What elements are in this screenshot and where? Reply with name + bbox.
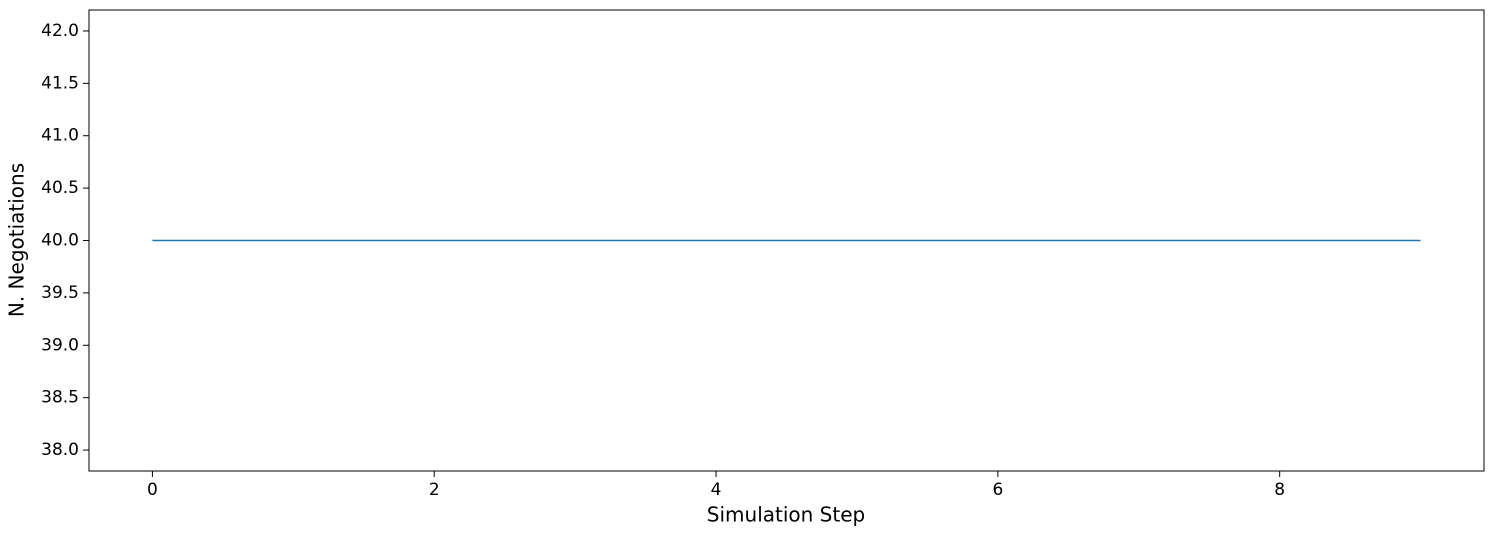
y-tick-label: 38.0 [41, 440, 79, 460]
x-tick-label: 0 [147, 480, 158, 500]
x-tick-label: 8 [1274, 480, 1285, 500]
x-tick-label: 6 [992, 480, 1003, 500]
y-tick-label: 40.5 [41, 178, 79, 198]
y-axis-label: N. Negotiations [5, 163, 29, 317]
x-axis-label: Simulation Step [707, 503, 865, 527]
plot-frame [88, 9, 1485, 472]
y-tick-label: 41.0 [41, 126, 79, 146]
y-tick-label: 42.0 [41, 21, 79, 41]
y-tick-label: 38.5 [41, 388, 79, 408]
x-tick-label: 4 [711, 480, 722, 500]
y-tick-label: 41.5 [41, 73, 79, 93]
y-tick-label: 39.0 [41, 335, 79, 355]
y-tick-label: 40.0 [41, 231, 79, 251]
x-tick-label: 2 [429, 480, 440, 500]
y-tick-label: 39.5 [41, 283, 79, 303]
